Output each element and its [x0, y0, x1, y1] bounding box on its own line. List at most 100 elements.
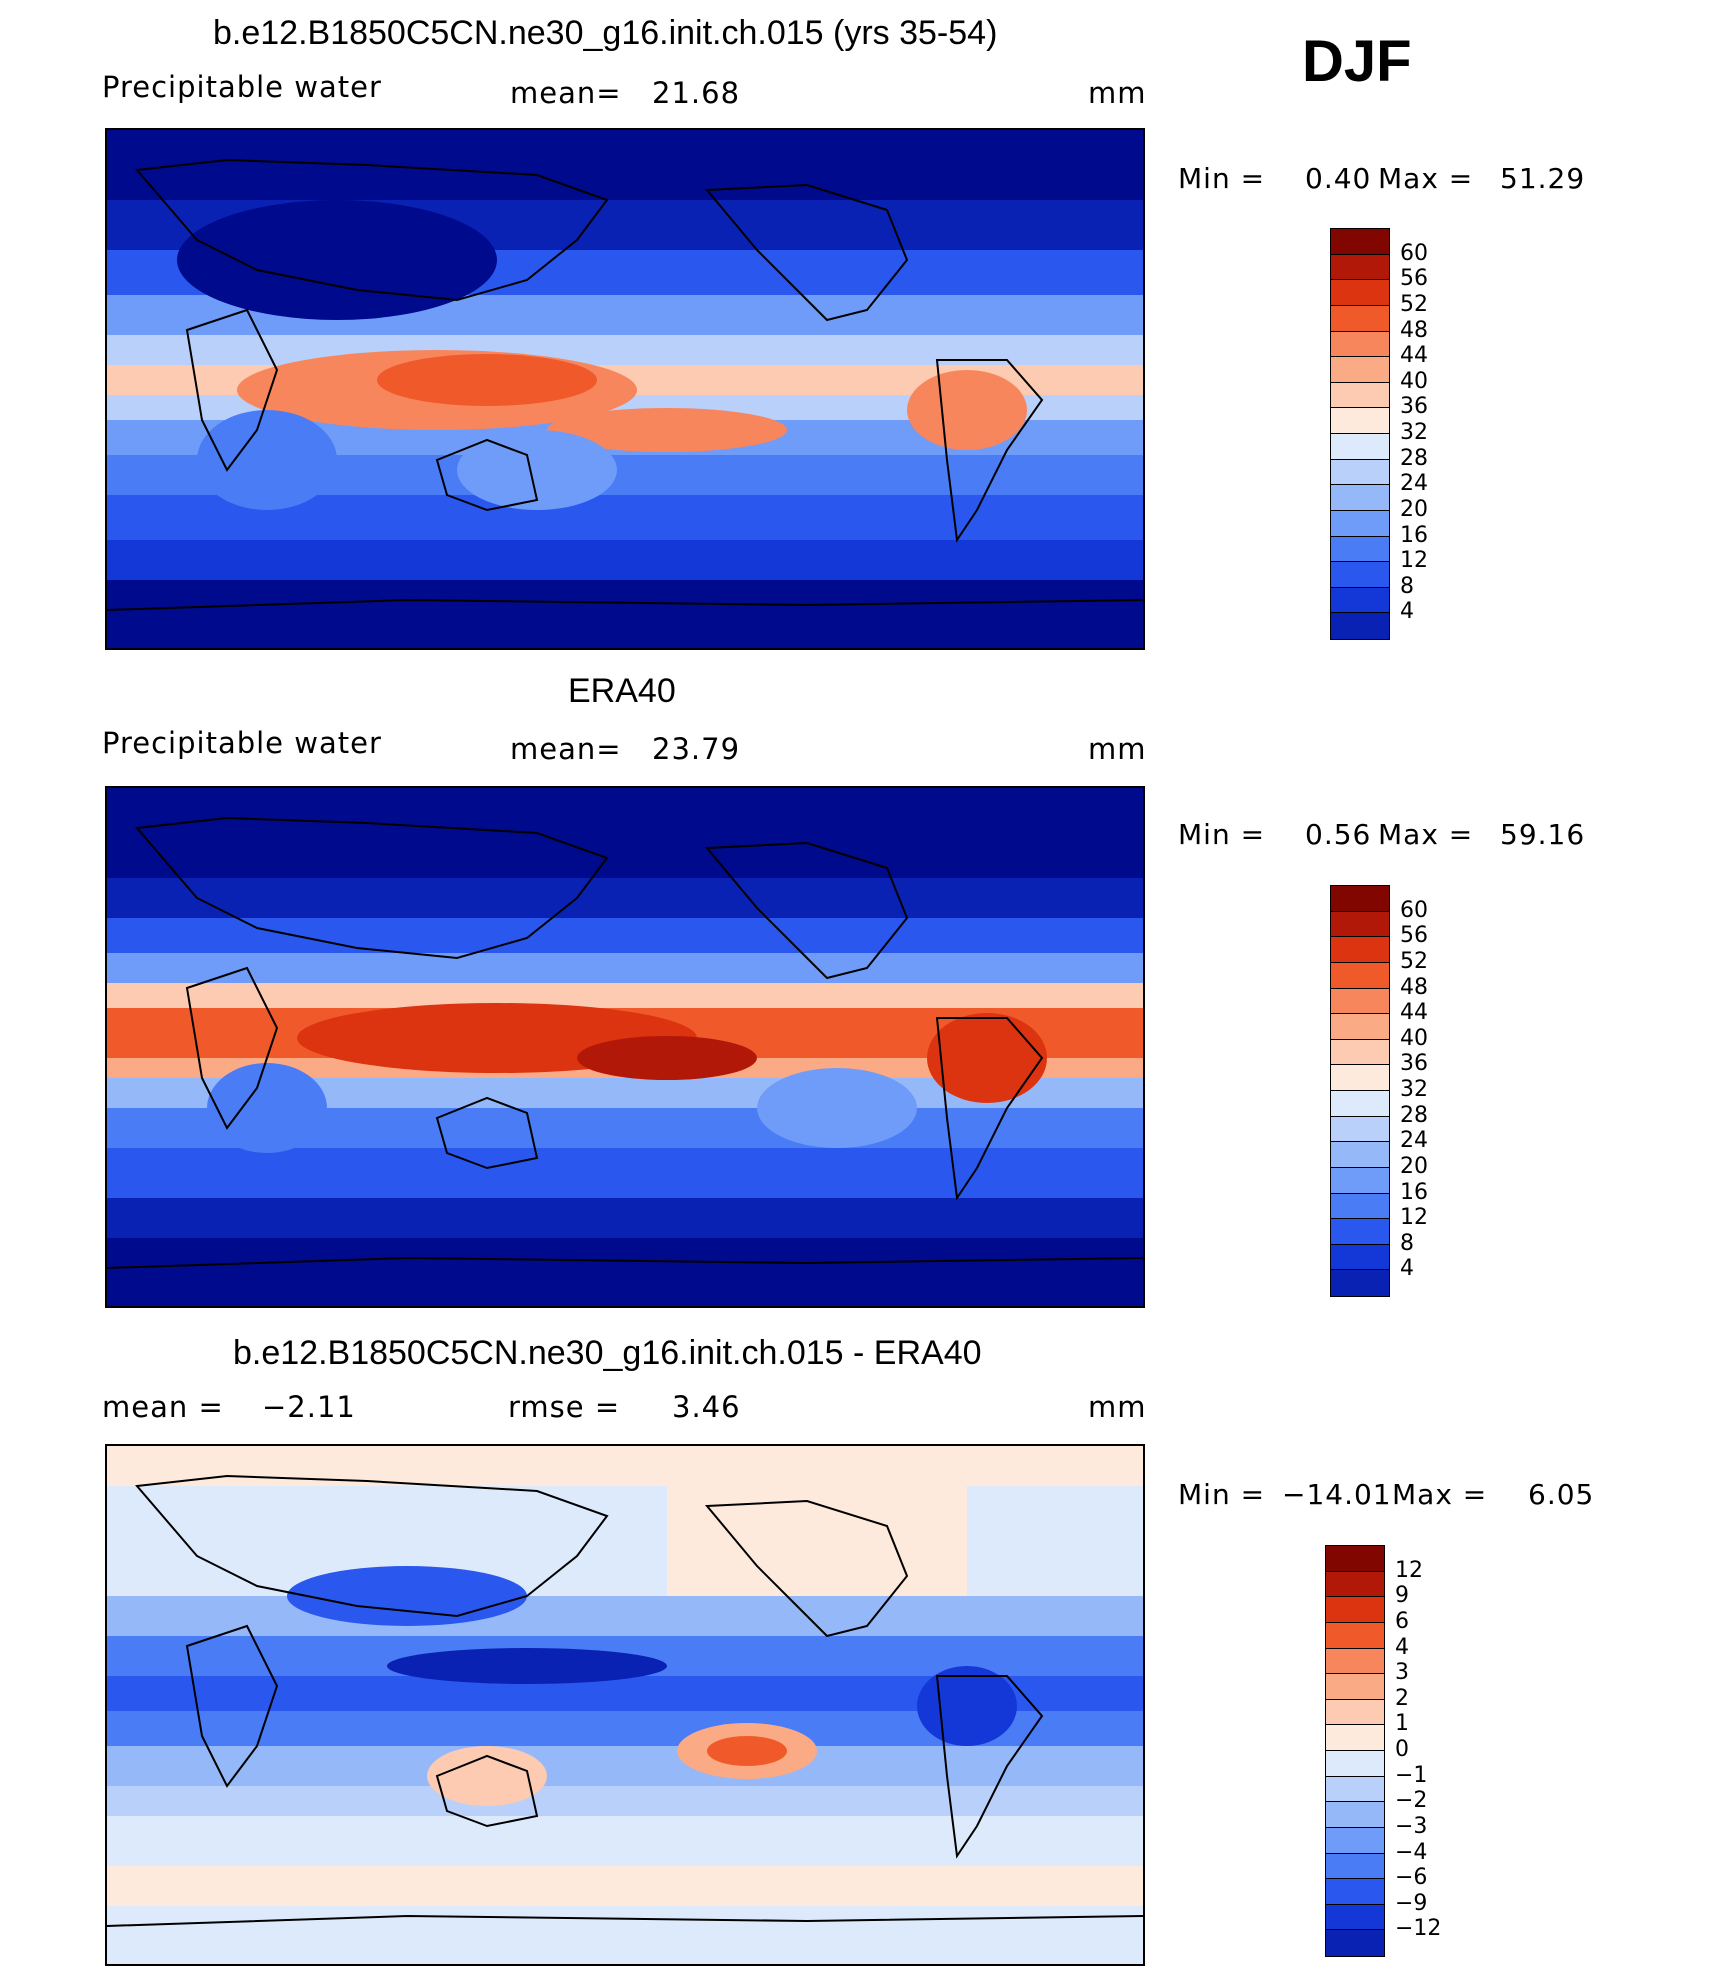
- panel3-field: [107, 1446, 1143, 1964]
- colorbar-tick-label: 9: [1395, 1583, 1409, 1609]
- colorbar-segment: [1326, 1571, 1384, 1598]
- panel2-max-value: 59.16: [1500, 818, 1586, 851]
- colorbar-tick-label: 32: [1400, 420, 1428, 445]
- panel2-map: [105, 786, 1145, 1308]
- colorbar-tick-label: 52: [1400, 948, 1428, 974]
- colorbar-segment: [1331, 331, 1389, 358]
- panel1-mean-value: 21.68: [652, 76, 741, 110]
- colorbar-tick-label: 4: [1395, 1634, 1409, 1660]
- panel1-min-label: Min =: [1178, 162, 1266, 195]
- panel2-units: mm: [1088, 732, 1147, 766]
- colorbar-segment: [1326, 1827, 1384, 1854]
- panel2-mean-label: mean=: [510, 732, 622, 766]
- panel3-min-label: Min =: [1178, 1478, 1266, 1511]
- colorbar-segment: [1331, 1116, 1389, 1143]
- colorbar-segment: [1331, 962, 1389, 989]
- colorbar-tick-label: 56: [1400, 266, 1428, 292]
- colorbar-tick-label: 2: [1395, 1685, 1409, 1711]
- colorbar-segment: [1331, 988, 1389, 1015]
- colorbar-segment: [1326, 1751, 1384, 1777]
- panel1-variable: Precipitable water: [102, 70, 382, 104]
- colorbar-tick-label: −12: [1395, 1916, 1442, 1942]
- colorbar-segment: [1331, 886, 1389, 912]
- colorbar-tick-label: 12: [1400, 1205, 1428, 1231]
- panel3-colorbar: [1325, 1545, 1385, 1957]
- colorbar-tick-label: 28: [1400, 445, 1428, 471]
- colorbar-tick-label: 12: [1400, 548, 1428, 574]
- colorbar-segment: [1331, 613, 1389, 639]
- panel1-units: mm: [1088, 76, 1147, 110]
- panel3-max-value: 6.05: [1528, 1478, 1595, 1511]
- colorbar-tick-label: −9: [1395, 1890, 1428, 1916]
- colorbar-tick-label: 36: [1400, 1051, 1428, 1077]
- colorbar-tick-label: 40: [1400, 368, 1428, 394]
- colorbar-segment: [1326, 1597, 1384, 1623]
- colorbar-segment: [1331, 1167, 1389, 1194]
- colorbar-segment: [1326, 1930, 1384, 1956]
- panel1-mean-label: mean=: [510, 76, 622, 110]
- colorbar-segment: [1331, 254, 1389, 281]
- colorbar-segment: [1331, 1014, 1389, 1040]
- panel3-title: b.e12.B1850C5CN.ne30_g16.init.ch.015 - E…: [233, 1334, 982, 1372]
- colorbar-segment: [1326, 1622, 1384, 1649]
- colorbar-tick-label: 52: [1400, 291, 1428, 317]
- colorbar-segment: [1331, 536, 1389, 563]
- colorbar-segment: [1331, 229, 1389, 255]
- colorbar-segment: [1331, 1193, 1389, 1220]
- season-label: DJF: [1302, 29, 1412, 94]
- colorbar-tick-label: 1: [1395, 1711, 1409, 1737]
- colorbar-tick-label: 3: [1395, 1660, 1409, 1686]
- colorbar-segment: [1331, 459, 1389, 486]
- colorbar-segment: [1331, 382, 1389, 409]
- panel3-mean-label: mean =: [102, 1390, 224, 1424]
- colorbar-segment: [1326, 1853, 1384, 1880]
- colorbar-tick-label: 8: [1400, 573, 1414, 599]
- colorbar-segment: [1331, 911, 1389, 938]
- colorbar-segment: [1331, 587, 1389, 614]
- colorbar-segment: [1331, 280, 1389, 306]
- panel3-rmse-label: rmse =: [508, 1390, 621, 1424]
- panel3-min-value: −14.01: [1282, 1478, 1392, 1511]
- colorbar-segment: [1331, 1244, 1389, 1271]
- colorbar-tick-label: 60: [1400, 240, 1428, 266]
- panel3-max-label: Max =: [1392, 1478, 1488, 1511]
- panel3-map: [105, 1444, 1145, 1966]
- colorbar-tick-label: −6: [1395, 1865, 1428, 1891]
- panel2-field: [107, 788, 1143, 1306]
- colorbar-segment: [1331, 1065, 1389, 1091]
- colorbar-segment: [1331, 1219, 1389, 1245]
- colorbar-tick-label: 44: [1400, 1000, 1428, 1026]
- colorbar-segment: [1326, 1674, 1384, 1700]
- colorbar-tick-label: 20: [1400, 1153, 1428, 1179]
- colorbar-segment: [1331, 1270, 1389, 1296]
- panel2-min-value: 0.56: [1305, 818, 1372, 851]
- colorbar-tick-label: −3: [1395, 1813, 1428, 1839]
- colorbar-tick-label: 12: [1395, 1557, 1423, 1583]
- colorbar-segment: [1326, 1546, 1384, 1572]
- colorbar-tick-label: 8: [1400, 1230, 1414, 1256]
- colorbar-tick-label: 16: [1400, 522, 1428, 548]
- colorbar-segment: [1331, 408, 1389, 434]
- colorbar-segment: [1331, 1039, 1389, 1066]
- colorbar-segment: [1331, 1091, 1389, 1117]
- colorbar-segment: [1326, 1699, 1384, 1726]
- panel1-min-value: 0.40: [1305, 162, 1372, 195]
- panel3-units: mm: [1088, 1390, 1147, 1424]
- colorbar-segment: [1326, 1725, 1384, 1751]
- colorbar-tick-label: 16: [1400, 1179, 1428, 1205]
- colorbar-tick-label: 44: [1400, 343, 1428, 369]
- colorbar-tick-label: −1: [1395, 1762, 1428, 1788]
- panel1-field: [107, 130, 1143, 648]
- colorbar-tick-label: 32: [1400, 1077, 1428, 1102]
- colorbar-tick-label: 4: [1400, 599, 1414, 625]
- colorbar-tick-label: 28: [1400, 1102, 1428, 1128]
- colorbar-tick-label: 24: [1400, 1128, 1428, 1154]
- colorbar-tick-label: −2: [1395, 1788, 1428, 1814]
- colorbar-segment: [1331, 937, 1389, 963]
- colorbar-segment: [1331, 357, 1389, 383]
- colorbar-tick-label: 40: [1400, 1025, 1428, 1051]
- panel1-max-value: 51.29: [1500, 162, 1586, 195]
- colorbar-tick-label: 24: [1400, 471, 1428, 497]
- colorbar-segment: [1326, 1904, 1384, 1931]
- panel1-max-label: Max =: [1378, 162, 1474, 195]
